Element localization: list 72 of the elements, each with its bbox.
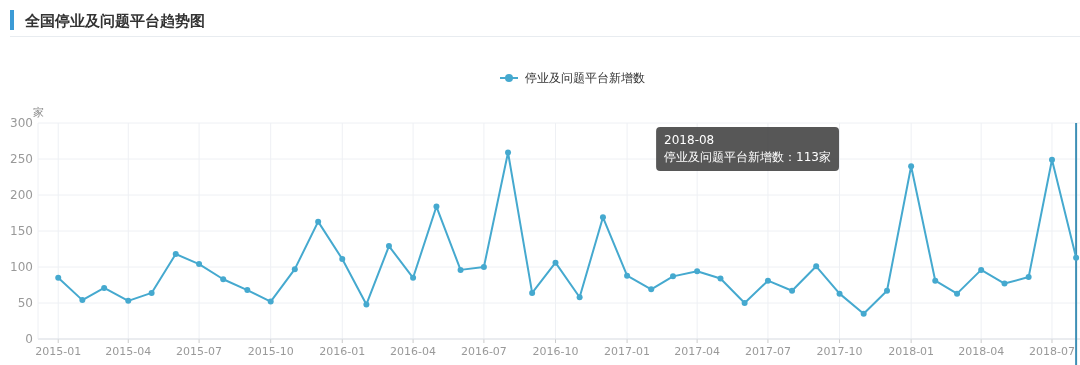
point [1048,156,1055,163]
point [813,263,820,270]
legend-label: 停业及问题平台新增数 [525,71,645,85]
point [932,277,939,284]
point [125,297,132,304]
point [339,256,346,263]
x-tick-label: 2017-10 [816,345,863,358]
y-tick-label: 150 [10,224,33,238]
point [291,266,298,273]
point [1073,254,1080,261]
point [529,289,536,296]
y-axis-title: 家 [33,106,44,119]
point [315,218,322,225]
point [220,276,227,283]
x-tick-label: 2017-04 [674,345,721,358]
point [457,266,464,273]
x-tick-label: 2015-07 [176,345,223,358]
chart-title: 全国停业及问题平台趋势图 [24,12,205,30]
x-tick-label: 2016-10 [532,345,579,358]
point [363,301,370,308]
point [599,214,606,221]
point [860,310,867,317]
x-tick-label: 2016-04 [390,345,437,358]
y-tick-label: 250 [10,152,33,166]
x-tick-label: 2018-01 [888,345,935,358]
point [244,287,251,294]
x-tick-label: 2015-04 [105,345,152,358]
legend: 停业及问题平台新增数 [499,71,645,85]
point [505,149,512,156]
point [101,284,108,291]
point [576,294,583,301]
point [148,289,155,296]
annotation: 2018-08 [664,133,715,147]
point [1025,274,1032,281]
point [79,297,86,304]
x-tick-label: 2018-07 [1029,345,1075,358]
x-tick-label: 2015-01 [35,345,82,358]
x-tick-label: 2015-10 [247,345,294,358]
point [267,298,274,305]
point [196,261,203,268]
y-tick-label: 50 [17,296,33,310]
point [552,259,559,266]
annotation: 停业及问题平台新增数：113家 [664,150,832,164]
point [670,273,677,280]
x-tick-label: 2017-07 [744,345,791,358]
point [433,203,440,210]
point [717,275,724,282]
point [55,274,62,281]
point [624,272,631,279]
y-tick-label: 100 [10,260,33,274]
point [884,287,891,294]
point [741,300,748,306]
x-tick-label: 2017-01 [604,345,651,358]
y-tick-label: 200 [10,188,33,202]
point [908,163,915,170]
y-tick-label: 300 [10,116,33,130]
point [978,266,985,273]
point [764,277,771,284]
point [694,268,701,275]
x-tick-label: 2018-04 [958,345,1005,358]
point [648,286,655,293]
point [385,243,392,250]
point [836,290,843,297]
point [480,264,487,270]
point [789,287,796,294]
point [410,274,417,281]
x-tick-label: 2016-01 [319,345,366,358]
x-tick-label: 2016-07 [460,345,507,358]
point [1001,280,1008,287]
point [954,290,961,297]
y-tick-label: 0 [25,332,33,346]
point [172,251,179,258]
